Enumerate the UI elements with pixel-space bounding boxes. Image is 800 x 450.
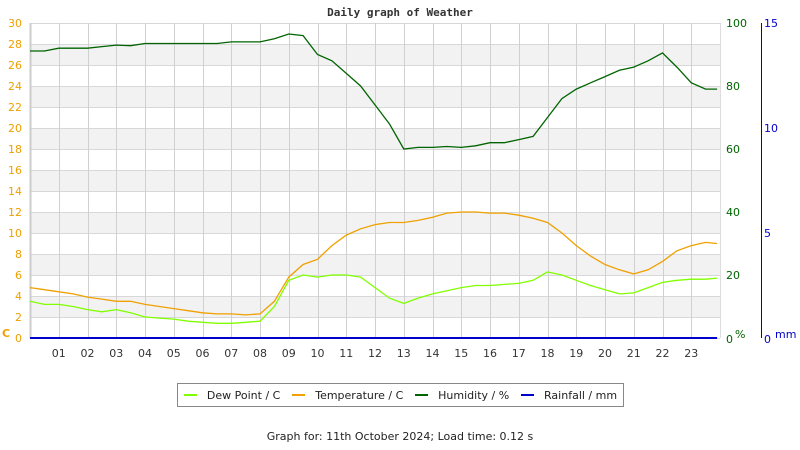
svg-text:17: 17	[512, 347, 526, 360]
svg-text:100: 100	[726, 17, 747, 30]
svg-text:15: 15	[764, 17, 778, 30]
svg-text:20: 20	[598, 347, 612, 360]
series-line	[29, 271, 718, 324]
legend-item-temperature: Temperature / C	[292, 389, 403, 402]
rainfall-axis-ticks: 0 5 10 15	[764, 17, 778, 346]
svg-text:26: 26	[8, 59, 22, 72]
svg-text:60: 60	[726, 143, 740, 156]
svg-text:13: 13	[397, 347, 411, 360]
humidity-axis-ticks: 0 20 40 60 80 100	[726, 17, 747, 346]
legend-item-humidity: Humidity / %	[415, 389, 509, 402]
svg-text:08: 08	[253, 347, 267, 360]
svg-text:22: 22	[656, 347, 670, 360]
svg-text:05: 05	[167, 347, 181, 360]
svg-text:21: 21	[627, 347, 641, 360]
svg-text:12: 12	[368, 347, 382, 360]
svg-text:11: 11	[339, 347, 353, 360]
svg-text:10: 10	[764, 122, 778, 135]
svg-text:24: 24	[8, 80, 22, 93]
svg-text:16: 16	[483, 347, 497, 360]
svg-text:2: 2	[15, 311, 22, 324]
svg-text:10: 10	[311, 347, 325, 360]
svg-text:19: 19	[569, 347, 583, 360]
graph-footer: Graph for: 11th October 2024; Load time:…	[266, 430, 534, 443]
svg-text:20: 20	[8, 122, 22, 135]
svg-text:06: 06	[196, 347, 210, 360]
legend-swatch-icon	[183, 394, 197, 396]
svg-text:14: 14	[426, 347, 440, 360]
svg-text:12: 12	[8, 206, 22, 219]
svg-text:0: 0	[15, 332, 22, 345]
svg-text:10: 10	[8, 227, 22, 240]
svg-text:15: 15	[454, 347, 468, 360]
svg-text:03: 03	[109, 347, 123, 360]
svg-text:40: 40	[726, 206, 740, 219]
svg-text:23: 23	[684, 347, 698, 360]
legend-label: Temperature / C	[315, 388, 404, 402]
svg-text:16: 16	[8, 164, 22, 177]
svg-text:30: 30	[8, 17, 22, 30]
svg-text:0: 0	[726, 333, 733, 346]
rainfall-axis-label: mm	[775, 328, 796, 341]
series-line	[29, 211, 718, 316]
svg-text:04: 04	[138, 347, 152, 360]
legend-swatch-icon	[415, 394, 429, 396]
legend-item-rainfall: Rainfall / mm	[521, 389, 617, 402]
legend-swatch-icon	[521, 394, 535, 396]
svg-text:6: 6	[15, 269, 22, 282]
legend-label: Rainfall / mm	[544, 388, 618, 402]
legend-item-dew-point: Dew Point / C	[183, 388, 281, 402]
temperature-axis-label: C	[2, 327, 10, 340]
legend-swatch-icon	[292, 394, 306, 396]
svg-text:20: 20	[726, 269, 740, 282]
svg-text:07: 07	[224, 347, 238, 360]
chart-legend: Dew Point / C Temperature / C Humidity /…	[177, 383, 624, 407]
chart-title: Daily graph of Weather	[327, 6, 473, 19]
legend-label: Humidity / %	[438, 388, 510, 402]
legend-label: Dew Point / C	[206, 388, 281, 402]
svg-text:80: 80	[726, 80, 740, 93]
svg-text:0: 0	[764, 333, 771, 346]
hour-axis-ticks: 01 02 03 04 05 06 07 08 09 10 11 12 13 14 15 16 17 18 19 20…	[52, 347, 699, 360]
svg-text:01: 01	[52, 347, 66, 360]
svg-text:14: 14	[8, 185, 22, 198]
svg-text:28: 28	[8, 38, 22, 51]
svg-text:5: 5	[764, 227, 771, 240]
svg-text:02: 02	[81, 347, 95, 360]
svg-text:4: 4	[15, 290, 22, 303]
svg-text:22: 22	[8, 101, 22, 114]
data-series	[29, 33, 718, 339]
svg-text:18: 18	[8, 143, 22, 156]
svg-text:09: 09	[282, 347, 296, 360]
svg-text:8: 8	[15, 248, 22, 261]
grid-lines	[29, 23, 721, 339]
weather-chart: Daily graph of Weather 02468101214161820…	[2, 6, 796, 360]
svg-text:18: 18	[541, 347, 555, 360]
series-line	[30, 33, 718, 150]
humidity-axis-label: %	[735, 328, 745, 341]
